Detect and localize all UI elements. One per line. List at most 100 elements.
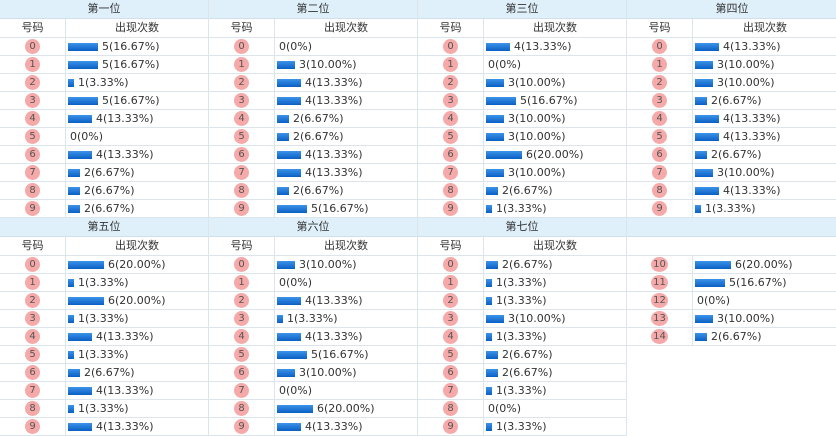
count-value: 2(6.67%) [502,366,553,379]
count-column-header: 出现次数 [115,21,159,34]
number-ball: 5 [25,347,40,362]
frequency-bar [68,278,74,287]
number-ball: 0 [25,257,40,272]
frequency-bar [695,314,713,323]
frequency-bar [68,332,92,341]
count-value: 5(16.67%) [520,94,578,107]
count-value: 6(20.00%) [526,148,584,161]
frequency-bar [695,186,719,195]
table-row: 3 4(13.33%) [209,92,417,110]
column-header-row: 号码 出现次数 [627,19,836,38]
count-value: 1(3.33%) [496,330,547,343]
table-row: 7 3(10.00%) [627,164,836,182]
count-value: 2(6.67%) [502,184,553,197]
count-value: 0(0%) [488,402,522,415]
number-ball: 9 [443,419,458,434]
count-value: 4(13.33%) [96,112,154,125]
number-column-header: 号码 [209,19,275,37]
number-ball: 1 [234,57,249,72]
frequency-bar [486,78,504,87]
number-ball: 6 [25,365,40,380]
number-ball: 1 [25,57,40,72]
table-row: 9 1(3.33%) [627,200,836,218]
number-ball: 4 [443,329,458,344]
frequency-bar [486,186,498,195]
frequency-bar [277,204,307,213]
block-title: 第三位 [418,0,626,19]
count-value: 1(3.33%) [78,276,129,289]
position-block-7: 第七位 号码 出现次数 0 2(6.67%) 1 1(3.33%) 2 1(3.33%) 3 3(1… [418,218,627,436]
frequency-bar [68,150,92,159]
frequency-bar [68,60,98,69]
count-value: 3(10.00%) [508,112,566,125]
block-title: 第一位 [0,0,208,19]
frequency-bar [68,78,74,87]
frequency-bar [486,42,510,51]
frequency-bar [486,260,498,269]
table-row: 1 0(0%) [209,274,417,292]
frequency-bar [68,42,98,51]
table-row: 12 0(0%) [627,292,836,310]
number-ball: 11 [651,275,668,290]
count-value: 4(13.33%) [723,184,781,197]
frequency-bar [695,60,713,69]
count-value: 3(10.00%) [299,366,357,379]
frequency-bar [277,404,313,413]
frequency-bar [695,114,719,123]
position-block-8: 10 6(20.00%) 11 5(16.67%) 12 0(0%) 13 3(10.00%)… [627,218,836,346]
count-value: 4(13.33%) [723,40,781,53]
count-column-header: 出现次数 [324,21,368,34]
frequency-bar [486,204,492,213]
frequency-bar [68,204,80,213]
number-ball: 8 [652,183,667,198]
number-ball: 14 [651,329,668,344]
number-ball: 9 [652,201,667,216]
count-value: 6(20.00%) [735,258,793,271]
table-row: 6 4(13.33%) [0,146,208,164]
frequency-bar [68,186,80,195]
number-ball: 5 [234,129,249,144]
number-ball: 9 [25,201,40,216]
column-header-row: 号码 出现次数 [0,19,208,38]
table-row: 5 0(0%) [0,128,208,146]
table-row: 11 5(16.67%) [627,274,836,292]
table-row: 2 4(13.33%) [209,74,417,92]
table-row: 6 2(6.67%) [627,146,836,164]
frequency-bar [68,296,104,305]
frequency-bar [695,132,719,141]
table-row: 9 1(3.33%) [418,200,626,218]
table-row: 6 6(20.00%) [418,146,626,164]
number-ball: 8 [443,401,458,416]
table-row: 5 4(13.33%) [627,128,836,146]
number-ball: 1 [443,275,458,290]
number-ball: 9 [443,201,458,216]
number-ball: 7 [25,165,40,180]
number-column-header: 号码 [418,237,484,255]
count-value: 0(0%) [70,130,104,143]
count-value: 4(13.33%) [96,384,154,397]
count-value: 3(10.00%) [299,258,357,271]
count-value: 2(6.67%) [502,258,553,271]
table-row: 9 4(13.33%) [209,418,417,436]
frequency-bar [486,296,492,305]
table-row: 1 1(3.33%) [0,274,208,292]
count-column-header: 出现次数 [533,239,577,252]
frequency-bar [486,314,504,323]
count-value: 0(0%) [279,276,313,289]
count-column-header: 出现次数 [743,21,787,34]
table-row: 2 4(13.33%) [209,292,417,310]
number-ball: 6 [234,365,249,380]
number-ball: 4 [652,111,667,126]
count-value: 1(3.33%) [78,402,129,415]
number-column-header [627,237,693,255]
number-ball: 1 [443,57,458,72]
number-ball: 2 [25,293,40,308]
number-ball: 9 [234,201,249,216]
number-ball: 2 [234,75,249,90]
number-ball: 0 [25,39,40,54]
table-row: 6 2(6.67%) [418,364,626,382]
frequency-bar [486,168,504,177]
table-row: 10 6(20.00%) [627,256,836,274]
frequency-bar [68,386,92,395]
table-row: 4 4(13.33%) [627,110,836,128]
